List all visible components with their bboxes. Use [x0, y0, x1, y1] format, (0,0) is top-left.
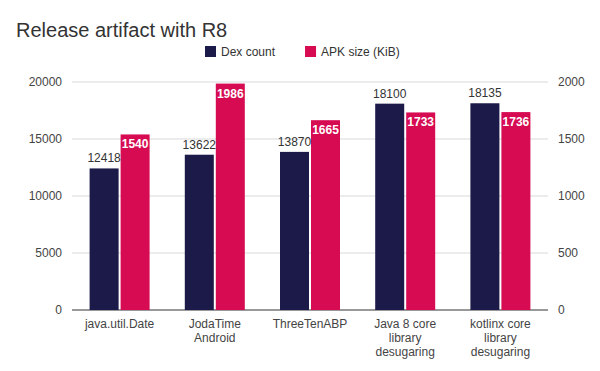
legend-label: APK size (KiB): [321, 45, 400, 59]
y-tick-label: 15000: [29, 132, 63, 146]
x-tick-label: kotlinx corelibrarydesugaring: [470, 317, 531, 359]
legend-label: Dex count: [221, 45, 276, 59]
data-label: 1733: [407, 115, 434, 129]
x-tick-line: Java 8 core: [374, 317, 436, 331]
x-tick-label: ThreeTenABP: [273, 317, 348, 331]
x-tick-line: desugaring: [376, 345, 435, 359]
y2-tick-label: 2000: [558, 75, 585, 89]
bar: [501, 112, 530, 310]
x-tick-line: library: [484, 331, 517, 345]
bar: [121, 134, 150, 310]
y2-tick-label: 500: [558, 246, 578, 260]
x-tick-line: java.util.Date: [84, 317, 155, 331]
bar: [406, 112, 435, 310]
data-label: 1665: [312, 123, 339, 137]
x-tick-label: Java 8 corelibrarydesugaring: [374, 317, 436, 359]
data-label: 13622: [183, 138, 217, 152]
x-tick-label: JodaTimeAndroid: [189, 317, 242, 345]
bar: [90, 168, 119, 310]
x-tick-line: library: [389, 331, 422, 345]
bar: [470, 103, 499, 310]
y-tick-label: 10000: [29, 189, 63, 203]
x-tick-line: desugaring: [471, 345, 530, 359]
x-tick-line: JodaTime: [189, 317, 242, 331]
legend-swatch: [305, 46, 316, 57]
chart: Release artifact with R80500010000150002…: [0, 0, 600, 371]
data-label: 12418: [87, 151, 121, 165]
data-label: 1540: [122, 137, 149, 151]
bar: [311, 120, 340, 310]
grid-line: [72, 82, 548, 83]
y-tick-label: 0: [55, 303, 62, 317]
y-tick-label: 5000: [35, 246, 62, 260]
y-tick-label: 20000: [29, 75, 63, 89]
bar: [280, 152, 309, 310]
y2-tick-label: 1000: [558, 189, 585, 203]
data-label: 18135: [468, 86, 502, 100]
bar: [375, 104, 404, 310]
data-label: 1736: [503, 115, 530, 129]
legend-swatch: [205, 46, 216, 57]
x-tick-label: java.util.Date: [84, 317, 155, 331]
data-label: 13870: [278, 135, 312, 149]
x-tick-line: kotlinx core: [470, 317, 531, 331]
y2-tick-label: 0: [558, 303, 565, 317]
data-label: 18100: [373, 87, 407, 101]
bar: [185, 155, 214, 310]
y2-tick-label: 1500: [558, 132, 585, 146]
x-tick-line: ThreeTenABP: [273, 317, 348, 331]
data-label: 1986: [217, 87, 244, 101]
bar: [216, 84, 245, 310]
x-tick-line: Android: [194, 331, 235, 345]
title: Release artifact with R8: [16, 19, 227, 41]
